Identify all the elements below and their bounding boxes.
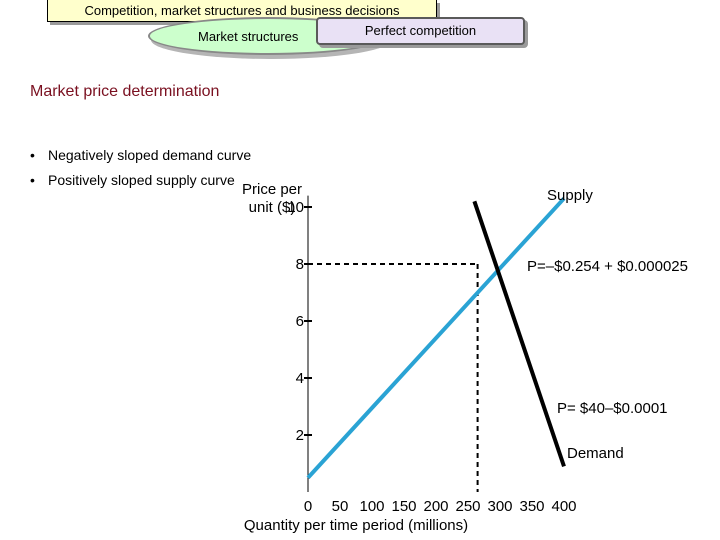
list-item: • Negatively sloped demand curve [30,146,270,165]
y-axis-title-line2: unit ($) [249,199,296,216]
x-tick-label: 400 [551,498,576,515]
demand-line [472,200,566,467]
list-item: • Positively sloped supply curve [30,171,270,190]
supply-line [306,197,566,480]
y-axis-title-line1: Price per [242,181,302,198]
x-axis-title: Quantity per time period (millions) [244,517,468,534]
y-tick-label: 4 [296,370,304,387]
x-tick-label: 0 [304,498,312,515]
y-tick-label: 2 [296,427,304,444]
banner-text: Competition, market structures and busin… [84,3,400,18]
supply-label: Supply [547,187,593,204]
x-tick-label: 50 [332,498,349,515]
y-tick-label: 6 [296,313,304,330]
bullet-list: • Negatively sloped demand curve • Posit… [30,146,270,190]
demand-label: Demand [567,445,624,462]
y-tick-label: 8 [296,256,304,273]
y-tick-label: 10 [287,199,304,216]
page-title: Market price determination [30,83,220,100]
bullet-marker: • [30,147,35,163]
tab-perfect-competition[interactable]: Perfect competition [316,17,525,45]
x-tick-label: 250 [455,498,480,515]
x-tick-label: 200 [423,498,448,515]
tab-perfect-competition-label: Perfect competition [364,23,477,38]
tab-market-structures-label: Market structures [198,29,299,44]
x-tick-label: 350 [519,498,544,515]
supply-equation: P=–$0.254 + $0.000025 [527,258,688,275]
x-tick-label: 150 [391,498,416,515]
x-tick-label: 300 [487,498,512,515]
bullet-marker: • [30,172,35,188]
bullet-text: Positively sloped supply curve [48,172,235,188]
demand-equation: P= $40–$0.0001 [557,400,668,417]
x-tick-label: 100 [359,498,384,515]
bullet-text: Negatively sloped demand curve [48,147,252,163]
